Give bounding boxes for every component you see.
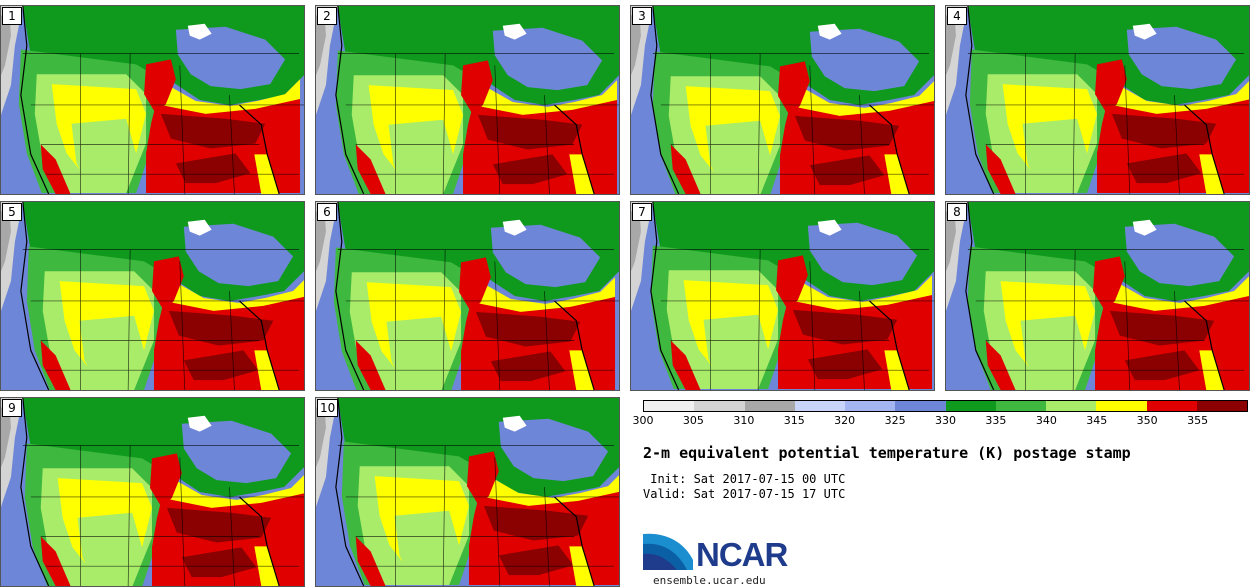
legend-tick-label: 305 [682,414,704,427]
theta-e-map [1,202,304,390]
member-number: 4 [947,7,967,25]
color-legend-labels: 300 305 310 315 320 325 330 335 340 345 350 355 [633,414,1248,430]
legend-tick-label: 320 [834,414,856,427]
legend-tick-label: 355 [1187,414,1209,427]
legend-tick-label: 325 [884,414,906,427]
figure-title: 2-m equivalent potential temperature (K)… [643,444,1131,462]
member-number: 9 [2,399,22,417]
legend-swatch [1046,401,1097,411]
legend-tick-label: 340 [1035,414,1057,427]
legend-swatch [995,401,1046,411]
theta-e-map [316,398,619,586]
ensemble-member-map-3: 3 [630,5,935,195]
valid-time: Valid: Sat 2017-07-15 17 UTC [643,487,846,501]
theta-e-map [1,398,304,586]
ensemble-member-map-2: 2 [315,5,620,195]
legend-tick-label: 335 [985,414,1007,427]
ensemble-member-map-8: 8 [945,201,1250,391]
theta-e-map [316,6,619,194]
legend-swatch [644,401,695,411]
legend-tick-label: 345 [1086,414,1108,427]
member-number: 7 [632,203,652,221]
legend-swatch [1146,401,1197,411]
color-legend-bar [643,400,1248,412]
ensemble-member-map-6: 6 [315,201,620,391]
legend-swatch [895,401,946,411]
member-number: 5 [2,203,22,221]
member-number: 6 [317,203,337,221]
legend-tick-label: 315 [783,414,805,427]
legend-swatch [945,401,996,411]
legend-tick-label: 330 [935,414,956,427]
ensemble-member-map-4: 4 [945,5,1250,195]
ensemble-member-map-7: 7 [630,201,935,391]
theta-e-map [631,6,934,194]
legend-swatch [794,401,845,411]
theta-e-map [631,202,934,390]
theta-e-map [1,6,304,194]
ensemble-member-map-1: 1 [0,5,305,195]
site-url: ensemble.ucar.edu [653,574,766,587]
legend-swatch [694,401,745,411]
member-number: 2 [317,7,337,25]
ncar-logo-icon [643,533,693,570]
ensemble-member-map-9: 9 [0,397,305,587]
legend-swatch [845,401,896,411]
legend-tick-label: 350 [1136,414,1158,427]
theta-e-map [946,202,1249,390]
member-number: 3 [632,7,652,25]
legend-swatch [1196,401,1247,411]
legend-swatch [1096,401,1147,411]
member-number: 8 [947,203,967,221]
init-time: Init: Sat 2017-07-15 00 UTC [643,472,846,486]
member-number: 1 [2,7,22,25]
theta-e-map [316,202,619,390]
legend-tick-label: 300 [632,414,654,427]
member-number: 10 [317,399,339,417]
legend-tick-label: 310 [733,414,755,427]
theta-e-map [946,6,1249,194]
logo-text: NCAR [696,536,788,573]
ensemble-member-map-5: 5 [0,201,305,391]
ensemble-member-map-10: 10 [315,397,620,587]
legend-swatch [744,401,795,411]
